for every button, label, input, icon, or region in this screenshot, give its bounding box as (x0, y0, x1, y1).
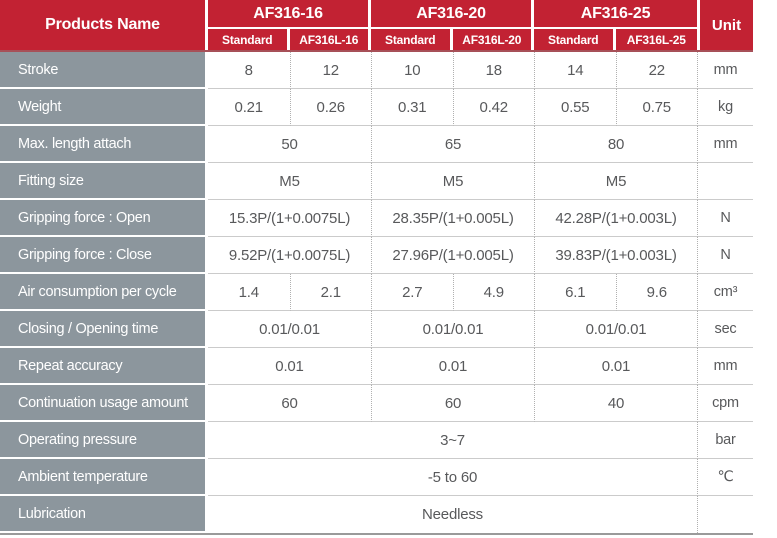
row-label: Max. length attach (0, 126, 205, 161)
subheader-standard-16: Standard (208, 29, 290, 50)
cell-value: 65 (371, 126, 534, 163)
cell-value: 50 (208, 126, 371, 163)
table-bottom-border (0, 533, 753, 535)
cell-value: 10 (371, 52, 453, 89)
table-row-gripping-force-close: Gripping force : Close 9.52P/(1+0.0075L)… (0, 237, 753, 274)
cell-value: 80 (534, 126, 697, 163)
table-row-operating-pressure: Operating pressure 3~7 bar (0, 422, 753, 459)
unit-cell (697, 496, 753, 533)
unit-cell: N (697, 200, 753, 237)
cell-value: 0.26 (289, 89, 371, 126)
product-spec-table: Products Name AF316-16 AF316-20 AF316-25… (0, 0, 753, 535)
model-header-af316-25: AF316-25 (534, 0, 697, 27)
row-label: Weight (0, 89, 205, 124)
table-row-air-consumption: Air consumption per cycle 1.4 2.1 2.7 4.… (0, 274, 753, 311)
unit-header: Unit (697, 0, 753, 50)
cell-value: 0.01 (371, 348, 534, 385)
cell-value: 3~7 (208, 422, 697, 459)
cell-value: 4.9 (452, 274, 534, 311)
cell-value: M5 (208, 163, 371, 200)
table-row-ambient-temperature: Ambient temperature -5 to 60 ℃ (0, 459, 753, 496)
cell-value: 22 (615, 52, 697, 89)
model-subheader-row: Standard AF316L-16 Standard AF316L-20 St… (208, 29, 697, 50)
cell-value: 60 (371, 385, 534, 422)
table-row-fitting-size: Fitting size M5 M5 M5 (0, 163, 753, 200)
cell-value: 12 (289, 52, 371, 89)
unit-cell: ℃ (697, 459, 753, 496)
cell-value: 0.01 (208, 348, 371, 385)
row-label: Closing / Opening time (0, 311, 205, 346)
cell-value: 0.01/0.01 (208, 311, 371, 348)
row-label: Continuation usage amount (0, 385, 205, 420)
model-header-af316-16: AF316-16 (208, 0, 371, 27)
unit-cell: cm³ (697, 274, 753, 311)
row-label: Gripping force : Open (0, 200, 205, 235)
cell-value: 27.96P/(1+0.005L) (371, 237, 534, 274)
subheader-af316l-16: AF316L-16 (289, 29, 371, 50)
table-row-gripping-force-open: Gripping force : Open 15.3P/(1+0.0075L) … (0, 200, 753, 237)
header-divider (208, 27, 697, 29)
table-header: Products Name AF316-16 AF316-20 AF316-25… (0, 0, 753, 52)
cell-value: 0.21 (208, 89, 290, 126)
unit-cell: cpm (697, 385, 753, 422)
cell-value: 0.31 (371, 89, 453, 126)
table-row-weight: Weight 0.21 0.26 0.31 0.42 0.55 0.75 kg (0, 89, 753, 126)
cell-value: 6.1 (534, 274, 616, 311)
row-label: Ambient temperature (0, 459, 205, 494)
unit-cell: N (697, 237, 753, 274)
model-header-block: AF316-16 AF316-20 AF316-25 Standard AF31… (208, 0, 697, 50)
unit-cell: mm (697, 348, 753, 385)
unit-cell: mm (697, 126, 753, 163)
cell-value: 2.1 (289, 274, 371, 311)
model-group-row: AF316-16 AF316-20 AF316-25 (208, 0, 697, 27)
cell-value: 0.01/0.01 (534, 311, 697, 348)
cell-value: 40 (534, 385, 697, 422)
cell-value: 2.7 (371, 274, 453, 311)
cell-value: 15.3P/(1+0.0075L) (208, 200, 371, 237)
table-row-stroke: Stroke 8 12 10 18 14 22 mm (0, 52, 753, 89)
cell-value: 8 (208, 52, 290, 89)
row-label: Gripping force : Close (0, 237, 205, 272)
cell-value: 0.01/0.01 (371, 311, 534, 348)
table-row-max-length-attach: Max. length attach 50 65 80 mm (0, 126, 753, 163)
unit-cell: bar (697, 422, 753, 459)
cell-value: 0.01 (534, 348, 697, 385)
cell-value: 14 (534, 52, 616, 89)
subheader-af316l-25: AF316L-25 (615, 29, 697, 50)
unit-cell: mm (697, 52, 753, 89)
subheader-standard-20: Standard (371, 29, 453, 50)
cell-value: 0.42 (452, 89, 534, 126)
products-name-header: Products Name (0, 0, 205, 50)
row-label: Fitting size (0, 163, 205, 198)
cell-value: 0.75 (615, 89, 697, 126)
row-label: Stroke (0, 52, 205, 87)
cell-value: 28.35P/(1+0.005L) (371, 200, 534, 237)
cell-value: 1.4 (208, 274, 290, 311)
cell-value: 60 (208, 385, 371, 422)
cell-value: 39.83P/(1+0.003L) (534, 237, 697, 274)
subheader-standard-25: Standard (534, 29, 616, 50)
row-label: Operating pressure (0, 422, 205, 457)
cell-value: M5 (534, 163, 697, 200)
cell-value: M5 (371, 163, 534, 200)
table-row-lubrication: Lubrication Needless (0, 496, 753, 533)
model-header-af316-20: AF316-20 (371, 0, 534, 27)
cell-value: 18 (452, 52, 534, 89)
row-label: Air consumption per cycle (0, 274, 205, 309)
table-row-repeat-accuracy: Repeat accuracy 0.01 0.01 0.01 mm (0, 348, 753, 385)
row-label: Lubrication (0, 496, 205, 531)
cell-value: Needless (422, 506, 483, 523)
cell-value: 9.52P/(1+0.0075L) (208, 237, 371, 274)
table-row-continuation-usage: Continuation usage amount 60 60 40 cpm (0, 385, 753, 422)
cell-value: -5 to 60 (208, 459, 697, 496)
cell-value: 42.28P/(1+0.003L) (534, 200, 697, 237)
subheader-af316l-20: AF316L-20 (452, 29, 534, 50)
unit-cell: sec (697, 311, 753, 348)
unit-cell: kg (697, 89, 753, 126)
cell-value: 0.55 (534, 89, 616, 126)
table-row-closing-opening-time: Closing / Opening time 0.01/0.01 0.01/0.… (0, 311, 753, 348)
row-label: Repeat accuracy (0, 348, 205, 383)
unit-cell (697, 163, 753, 200)
cell-value: 9.6 (615, 274, 697, 311)
